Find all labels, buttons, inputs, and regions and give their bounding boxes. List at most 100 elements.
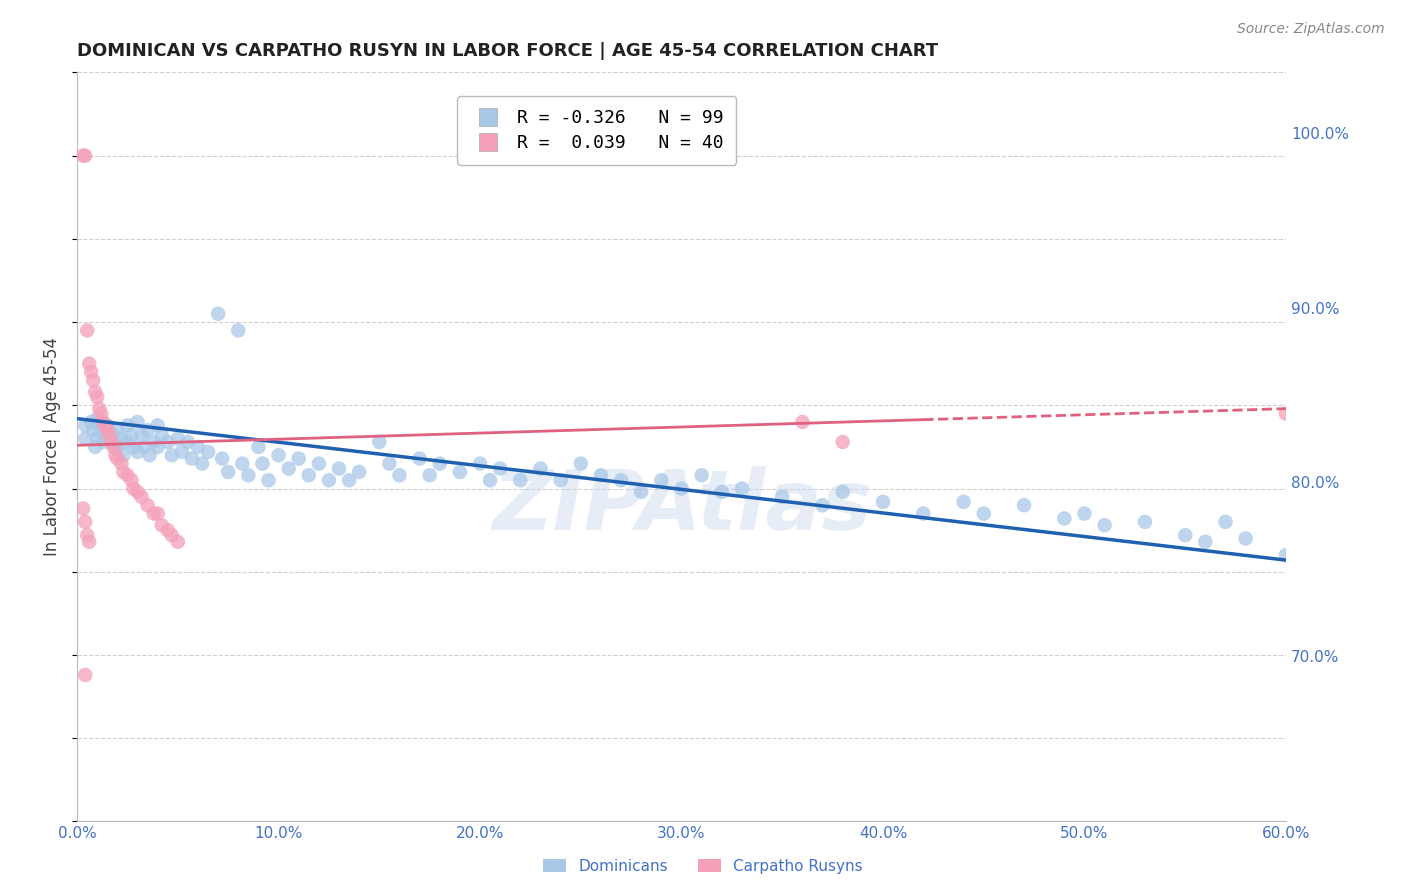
Point	[132, 440, 155, 454]
Point	[96, 432, 118, 446]
Point	[191, 457, 214, 471]
Point	[792, 415, 814, 429]
Point	[146, 440, 169, 454]
Point	[1234, 532, 1257, 546]
Point	[156, 434, 179, 449]
Point	[650, 473, 672, 487]
Point	[160, 448, 183, 462]
Point	[146, 418, 169, 433]
Point	[127, 445, 149, 459]
Point	[973, 507, 995, 521]
Point	[247, 440, 270, 454]
Point	[72, 501, 94, 516]
Point	[298, 468, 321, 483]
Point	[80, 415, 103, 429]
Point	[1215, 515, 1237, 529]
Point	[127, 415, 149, 429]
Point	[277, 461, 299, 475]
Point	[86, 432, 108, 446]
Point	[318, 473, 340, 487]
Point	[146, 507, 169, 521]
Point	[138, 448, 160, 462]
Point	[671, 482, 693, 496]
Point	[100, 434, 122, 449]
Legend: R = -0.326   N = 99, R =  0.039   N = 40: R = -0.326 N = 99, R = 0.039 N = 40	[457, 96, 737, 165]
Point	[550, 473, 572, 487]
Point	[75, 148, 97, 162]
Point	[710, 484, 733, 499]
Point	[156, 523, 179, 537]
Point	[257, 473, 280, 487]
Point	[238, 468, 260, 483]
Point	[121, 473, 143, 487]
Point	[75, 515, 97, 529]
Point	[136, 498, 159, 512]
Point	[76, 528, 98, 542]
Point	[429, 457, 451, 471]
Y-axis label: In Labor Force | Age 45-54: In Labor Force | Age 45-54	[44, 337, 60, 557]
Point	[231, 457, 253, 471]
Point	[105, 451, 128, 466]
Point	[170, 445, 193, 459]
Point	[630, 484, 652, 499]
Point	[122, 482, 145, 496]
Point	[308, 457, 330, 471]
Point	[187, 440, 209, 454]
Point	[112, 465, 135, 479]
Point	[84, 440, 107, 454]
Point	[91, 434, 114, 449]
Point	[82, 373, 104, 387]
Point	[1012, 498, 1035, 512]
Point	[449, 465, 471, 479]
Point	[166, 534, 188, 549]
Point	[127, 484, 149, 499]
Point	[831, 484, 853, 499]
Point	[408, 451, 430, 466]
Point	[142, 434, 165, 449]
Point	[122, 440, 145, 454]
Point	[90, 407, 112, 421]
Point	[489, 461, 512, 475]
Point	[1275, 407, 1298, 421]
Point	[211, 451, 233, 466]
Point	[177, 434, 200, 449]
Point	[589, 468, 612, 483]
Point	[181, 451, 204, 466]
Point	[912, 507, 935, 521]
Point	[610, 473, 633, 487]
Point	[197, 445, 219, 459]
Point	[569, 457, 592, 471]
Point	[217, 465, 239, 479]
Legend: Dominicans, Carpatho Rusyns: Dominicans, Carpatho Rusyns	[537, 853, 869, 880]
Point	[96, 423, 118, 437]
Point	[690, 468, 713, 483]
Point	[368, 434, 391, 449]
Point	[388, 468, 411, 483]
Point	[96, 418, 118, 433]
Point	[509, 473, 531, 487]
Point	[86, 411, 108, 425]
Point	[86, 390, 108, 404]
Point	[150, 428, 173, 442]
Point	[82, 423, 104, 437]
Point	[337, 473, 360, 487]
Text: ZIPAtlas: ZIPAtlas	[492, 467, 872, 548]
Point	[84, 384, 107, 399]
Point	[75, 668, 97, 682]
Point	[89, 401, 111, 416]
Point	[98, 423, 121, 437]
Point	[131, 428, 153, 442]
Point	[226, 323, 249, 337]
Point	[166, 432, 188, 446]
Point	[104, 448, 127, 462]
Point	[76, 323, 98, 337]
Point	[100, 434, 122, 449]
Point	[117, 434, 139, 449]
Point	[287, 451, 309, 466]
Point	[98, 428, 121, 442]
Point	[75, 432, 97, 446]
Point	[1053, 511, 1076, 525]
Point	[91, 415, 114, 429]
Point	[121, 428, 143, 442]
Point	[731, 482, 754, 496]
